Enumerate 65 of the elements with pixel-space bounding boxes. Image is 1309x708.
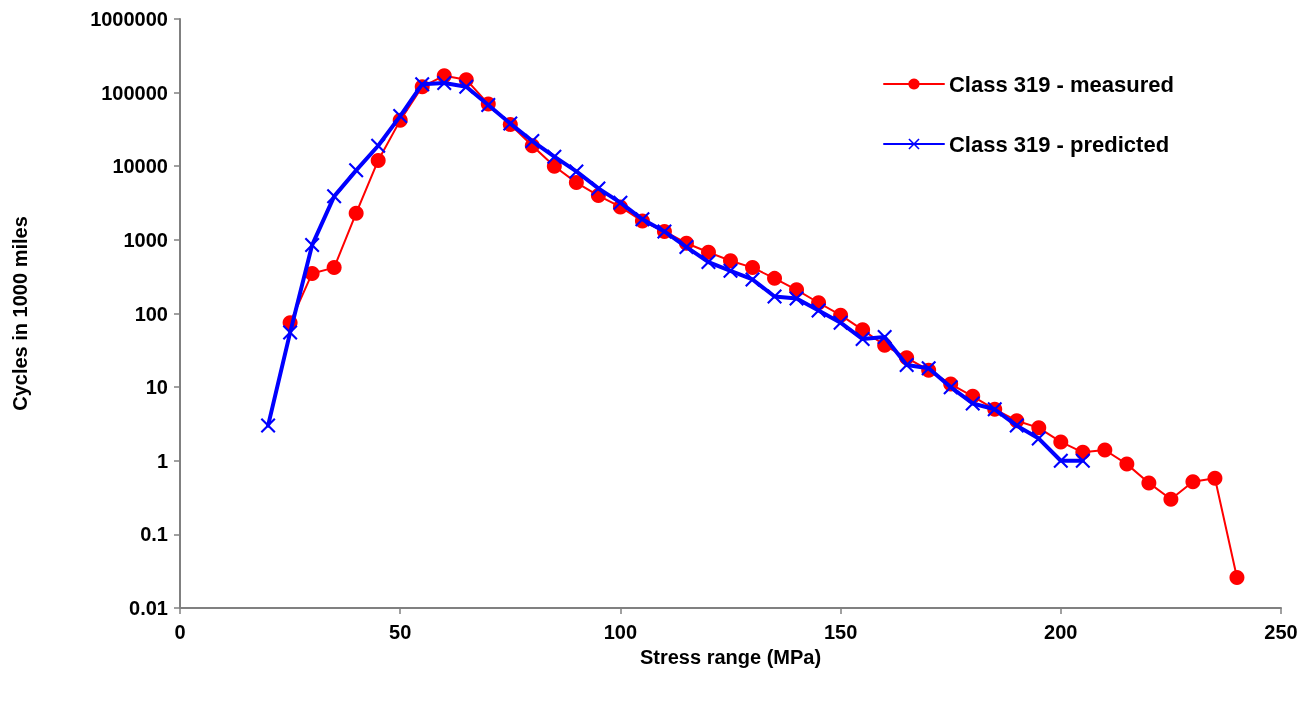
point: [260, 418, 276, 434]
point: [767, 289, 783, 305]
point: [304, 237, 320, 253]
y-tick-label: 0.1: [140, 523, 168, 546]
point: [348, 205, 364, 221]
point: [723, 253, 738, 269]
x-axis-title: Stress range (MPa): [639, 645, 822, 668]
x-tick-label: 50: [389, 621, 412, 643]
point: [855, 331, 871, 347]
point: [568, 163, 584, 179]
point: [458, 79, 474, 95]
point: [568, 175, 584, 191]
point: [1053, 434, 1069, 450]
point: [877, 329, 893, 345]
point: [282, 325, 298, 341]
point: [745, 271, 761, 287]
point: [811, 302, 827, 318]
point: [436, 75, 452, 91]
y-tick-label: 1000: [123, 228, 168, 251]
point: [612, 195, 628, 211]
point: [1119, 456, 1135, 472]
point: [700, 254, 716, 270]
point: [789, 290, 805, 306]
point: [392, 108, 408, 124]
point: [590, 180, 606, 196]
y-tick-label: 1: [156, 449, 168, 472]
point: [1031, 431, 1047, 447]
point: [833, 315, 849, 331]
point: [767, 270, 783, 286]
point: [1141, 475, 1157, 491]
y-tick-label: 10: [145, 376, 168, 399]
point: [546, 149, 562, 165]
point: [370, 152, 386, 168]
point: [370, 138, 386, 154]
point: [348, 162, 364, 178]
y-axis-title: Cycles in 1000 miles: [9, 216, 31, 411]
point: [1009, 418, 1025, 434]
point: [326, 188, 342, 204]
x-tick-label: 150: [823, 621, 858, 643]
y-tick-label: 100000: [101, 81, 168, 104]
point: [745, 260, 761, 276]
x-tick-label: 100: [603, 621, 638, 643]
point: [1229, 569, 1245, 585]
x-tick-label: 200: [1044, 621, 1078, 643]
y-tick-label: 100: [134, 302, 168, 325]
y-tick-label: 1000000: [90, 8, 168, 30]
x-tick-label: 250: [1264, 621, 1298, 643]
point: [1163, 491, 1179, 507]
point: [1185, 474, 1201, 490]
point: [723, 263, 738, 279]
x-tick-label: 0: [174, 621, 186, 643]
point: [1053, 453, 1069, 469]
point: [678, 239, 694, 255]
point: [1207, 470, 1223, 486]
legend-label: Class 319 - measured: [948, 71, 1175, 97]
point: [1031, 420, 1047, 436]
y-tick-label: 10000: [112, 155, 168, 178]
point: [524, 133, 540, 149]
point: [899, 357, 915, 373]
point: [1097, 442, 1113, 458]
point: [965, 395, 981, 411]
point: [1075, 453, 1091, 469]
y-tick-label: 0.01: [129, 597, 168, 619]
legend-label: Class 319 - predicted: [948, 131, 1170, 157]
point: [326, 260, 342, 276]
